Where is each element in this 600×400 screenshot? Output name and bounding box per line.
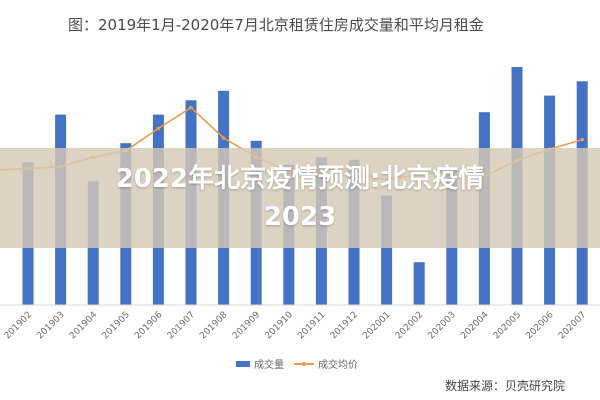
x-tick-201904: 201904 bbox=[68, 310, 100, 342]
legend-label-bar: 成交量 bbox=[254, 358, 284, 371]
source-note: 数据来源：贝壳研究院 bbox=[445, 378, 565, 393]
legend-label-line: 成交均价 bbox=[318, 358, 358, 371]
overlay-caption: 2022年北京疫情预测:北京疫情 2023 bbox=[0, 160, 600, 236]
x-tick-202004: 202004 bbox=[459, 310, 491, 342]
x-tick-201906: 201906 bbox=[133, 310, 165, 342]
line-point-201907 bbox=[189, 105, 193, 110]
x-tick-202002: 202002 bbox=[394, 310, 425, 341]
x-tick-201905: 201905 bbox=[101, 310, 132, 341]
line-point-202007 bbox=[580, 137, 584, 142]
line-point-201908 bbox=[221, 136, 226, 140]
x-tick-201908: 201908 bbox=[198, 310, 230, 342]
x-tick-201912: 201912 bbox=[329, 310, 360, 341]
x-tick-labels: 201902 201903 201904 201905 201906 201907 2019… bbox=[3, 310, 589, 342]
overlay-caption-line2: 2023 bbox=[263, 202, 337, 232]
chart-title: 图：2019年1月-2020年7月北京租赁住房成交量和平均月租金 bbox=[68, 16, 484, 34]
x-tick-201903: 201903 bbox=[35, 310, 66, 341]
x-tick-202005: 202005 bbox=[492, 310, 523, 341]
x-tick-201902: 201902 bbox=[3, 310, 34, 341]
legend: 成交量 成交均价 bbox=[236, 358, 358, 371]
legend-swatch-bar bbox=[236, 361, 250, 367]
x-tick-202003: 202003 bbox=[427, 310, 458, 341]
overlay-caption-line1: 2022年北京疫情预测:北京疫情 bbox=[115, 164, 485, 194]
x-tick-202007: 202007 bbox=[557, 310, 588, 341]
bar-202002 bbox=[413, 262, 425, 305]
x-tick-201907: 201907 bbox=[166, 310, 197, 341]
x-tick-202006: 202006 bbox=[524, 310, 556, 342]
bar-202001 bbox=[381, 195, 393, 305]
x-tick-201910: 201910 bbox=[264, 310, 296, 342]
x-tick-201911: 201911 bbox=[296, 310, 327, 341]
legend-swatch-line-marker bbox=[302, 362, 306, 366]
x-tick-201909: 201909 bbox=[231, 310, 263, 342]
overlay-band bbox=[0, 148, 600, 248]
x-tick-202001: 202001 bbox=[361, 310, 392, 341]
line-point-201906 bbox=[156, 126, 161, 131]
